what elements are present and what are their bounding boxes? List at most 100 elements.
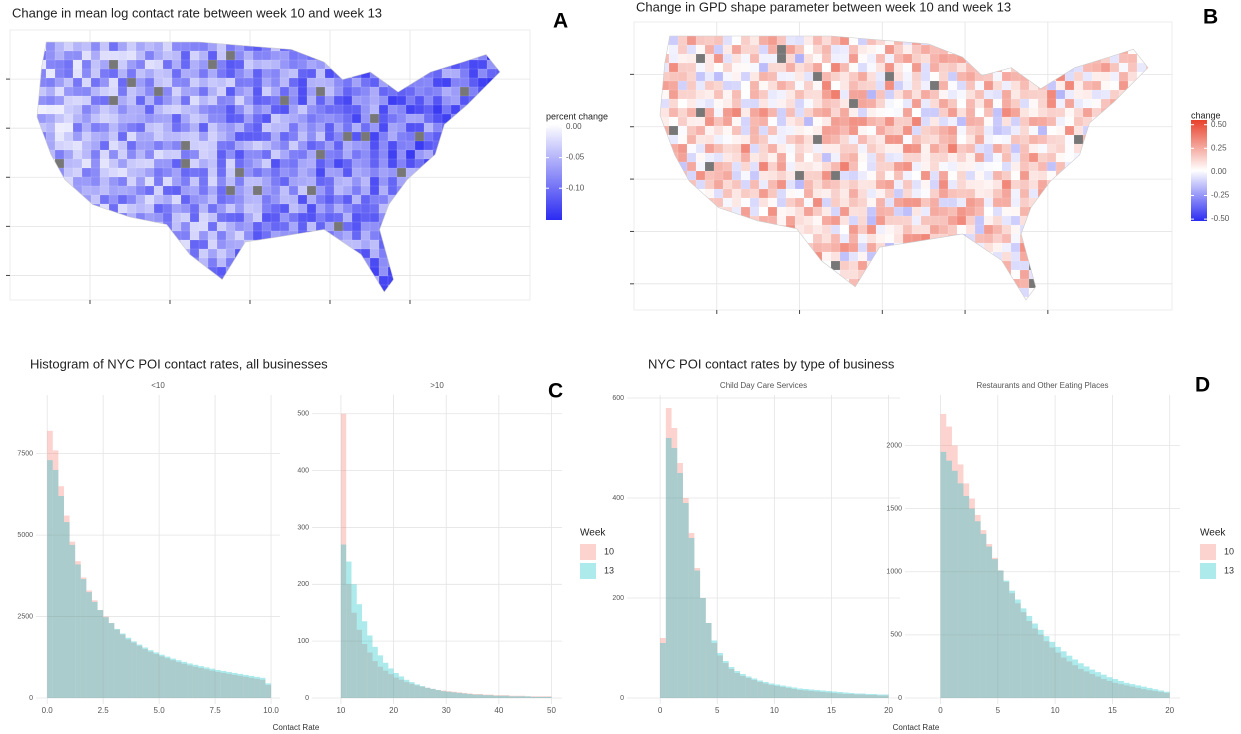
county <box>279 221 290 232</box>
county <box>153 149 164 160</box>
county <box>1037 152 1048 163</box>
county <box>387 122 398 133</box>
county <box>848 197 859 208</box>
county <box>839 251 850 262</box>
county <box>81 158 92 169</box>
county <box>740 134 751 145</box>
histogram-bar <box>175 660 182 698</box>
county <box>767 206 778 217</box>
county <box>920 53 931 64</box>
legend-label: 10 <box>1224 546 1234 556</box>
county <box>704 179 715 190</box>
county <box>857 134 868 145</box>
county <box>947 125 958 136</box>
histogram-bar <box>237 673 244 698</box>
county <box>198 158 209 169</box>
county <box>234 68 245 79</box>
county <box>839 161 850 172</box>
county <box>207 203 218 214</box>
county <box>812 53 823 64</box>
county <box>803 206 814 217</box>
county <box>839 116 850 127</box>
histogram-bar <box>488 695 494 698</box>
county <box>468 77 479 88</box>
county <box>180 158 191 169</box>
county <box>162 203 173 214</box>
county <box>315 176 326 187</box>
county <box>722 107 733 118</box>
county <box>99 185 110 196</box>
histogram-bar <box>75 564 81 698</box>
county <box>90 104 101 115</box>
histogram-bar <box>159 656 165 698</box>
county <box>695 134 706 145</box>
county <box>108 158 119 169</box>
county <box>848 134 859 145</box>
histogram-bar <box>462 693 468 698</box>
county <box>72 50 83 61</box>
county <box>216 122 227 133</box>
histogram-bar <box>209 668 216 698</box>
histogram-bar <box>969 508 975 698</box>
histogram-bar <box>125 637 132 698</box>
county <box>731 44 742 55</box>
county <box>90 86 101 97</box>
county <box>920 125 931 136</box>
county <box>947 143 958 154</box>
county <box>171 77 182 88</box>
histogram-bar <box>860 694 866 698</box>
histogram-bar <box>164 656 171 698</box>
county <box>722 53 733 64</box>
county <box>108 140 119 151</box>
county <box>351 104 362 115</box>
county <box>225 221 236 232</box>
histogram-bar <box>882 695 889 698</box>
county <box>848 80 859 91</box>
county <box>1019 116 1030 127</box>
x-tick-label: 5 <box>715 706 720 715</box>
histogram-bar <box>842 694 849 698</box>
county <box>1019 260 1030 271</box>
county <box>830 98 841 109</box>
histogram-bar <box>477 694 484 698</box>
county <box>767 62 778 73</box>
county <box>405 158 416 169</box>
county <box>117 104 128 115</box>
county <box>252 194 263 205</box>
county <box>1037 107 1048 118</box>
county <box>81 149 92 160</box>
county <box>929 89 940 100</box>
county <box>722 179 733 190</box>
county <box>198 230 209 241</box>
county <box>767 44 778 55</box>
county <box>920 206 931 217</box>
histogram-bar <box>514 695 520 698</box>
county <box>387 131 398 142</box>
histogram-bar <box>762 683 769 698</box>
panel-letter: A <box>553 10 568 33</box>
histogram-bar <box>1015 603 1021 698</box>
county <box>839 143 850 154</box>
county <box>279 194 290 205</box>
county <box>1046 143 1057 154</box>
county <box>983 98 994 109</box>
county <box>983 170 994 181</box>
county <box>965 197 976 208</box>
colorbar-label: 0.00 <box>1211 167 1227 176</box>
county <box>956 197 967 208</box>
county <box>794 62 805 73</box>
county <box>920 197 931 208</box>
county <box>144 122 155 133</box>
county <box>243 86 254 97</box>
county <box>189 95 200 106</box>
county <box>225 104 236 115</box>
county <box>785 62 796 73</box>
county <box>722 152 733 163</box>
county <box>279 68 290 79</box>
county <box>947 161 958 172</box>
county <box>983 161 994 172</box>
county <box>884 44 895 55</box>
county <box>216 104 227 115</box>
county <box>758 53 769 64</box>
